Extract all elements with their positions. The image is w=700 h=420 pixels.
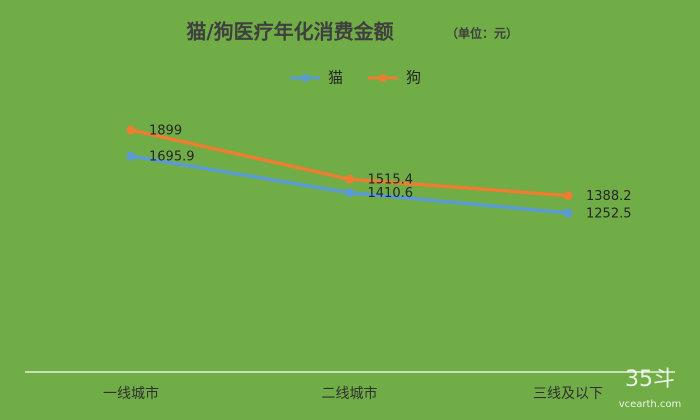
- data-label: 1252.5: [586, 207, 632, 222]
- x-tick-label: 二线城市: [322, 385, 378, 402]
- data-label: 1410.6: [368, 186, 414, 201]
- chart-title: 猫/狗医疗年化消费金额: [186, 20, 393, 44]
- data-label: 1695.9: [149, 150, 195, 165]
- data-label: 1515.4: [368, 173, 414, 188]
- x-tick-label: 三线及以下: [533, 386, 603, 402]
- watermark: 35斗: [625, 367, 675, 392]
- legend-marker: [379, 74, 387, 82]
- data-point: [126, 151, 136, 161]
- data-point: [345, 174, 354, 184]
- data-label: 1899: [149, 124, 182, 139]
- legend-label: 猫: [328, 69, 343, 87]
- data-point: [126, 125, 136, 135]
- data-point: [563, 208, 573, 218]
- x-tick-label: 一线城市: [103, 385, 159, 402]
- data-point: [563, 191, 573, 201]
- watermark-url: vcearth.com: [619, 399, 682, 410]
- chart-unit: （单位：元）: [446, 26, 518, 41]
- legend-marker: [301, 74, 309, 82]
- data-label: 1388.2: [586, 189, 632, 204]
- legend-label: 狗: [406, 69, 421, 87]
- data-point: [345, 188, 354, 198]
